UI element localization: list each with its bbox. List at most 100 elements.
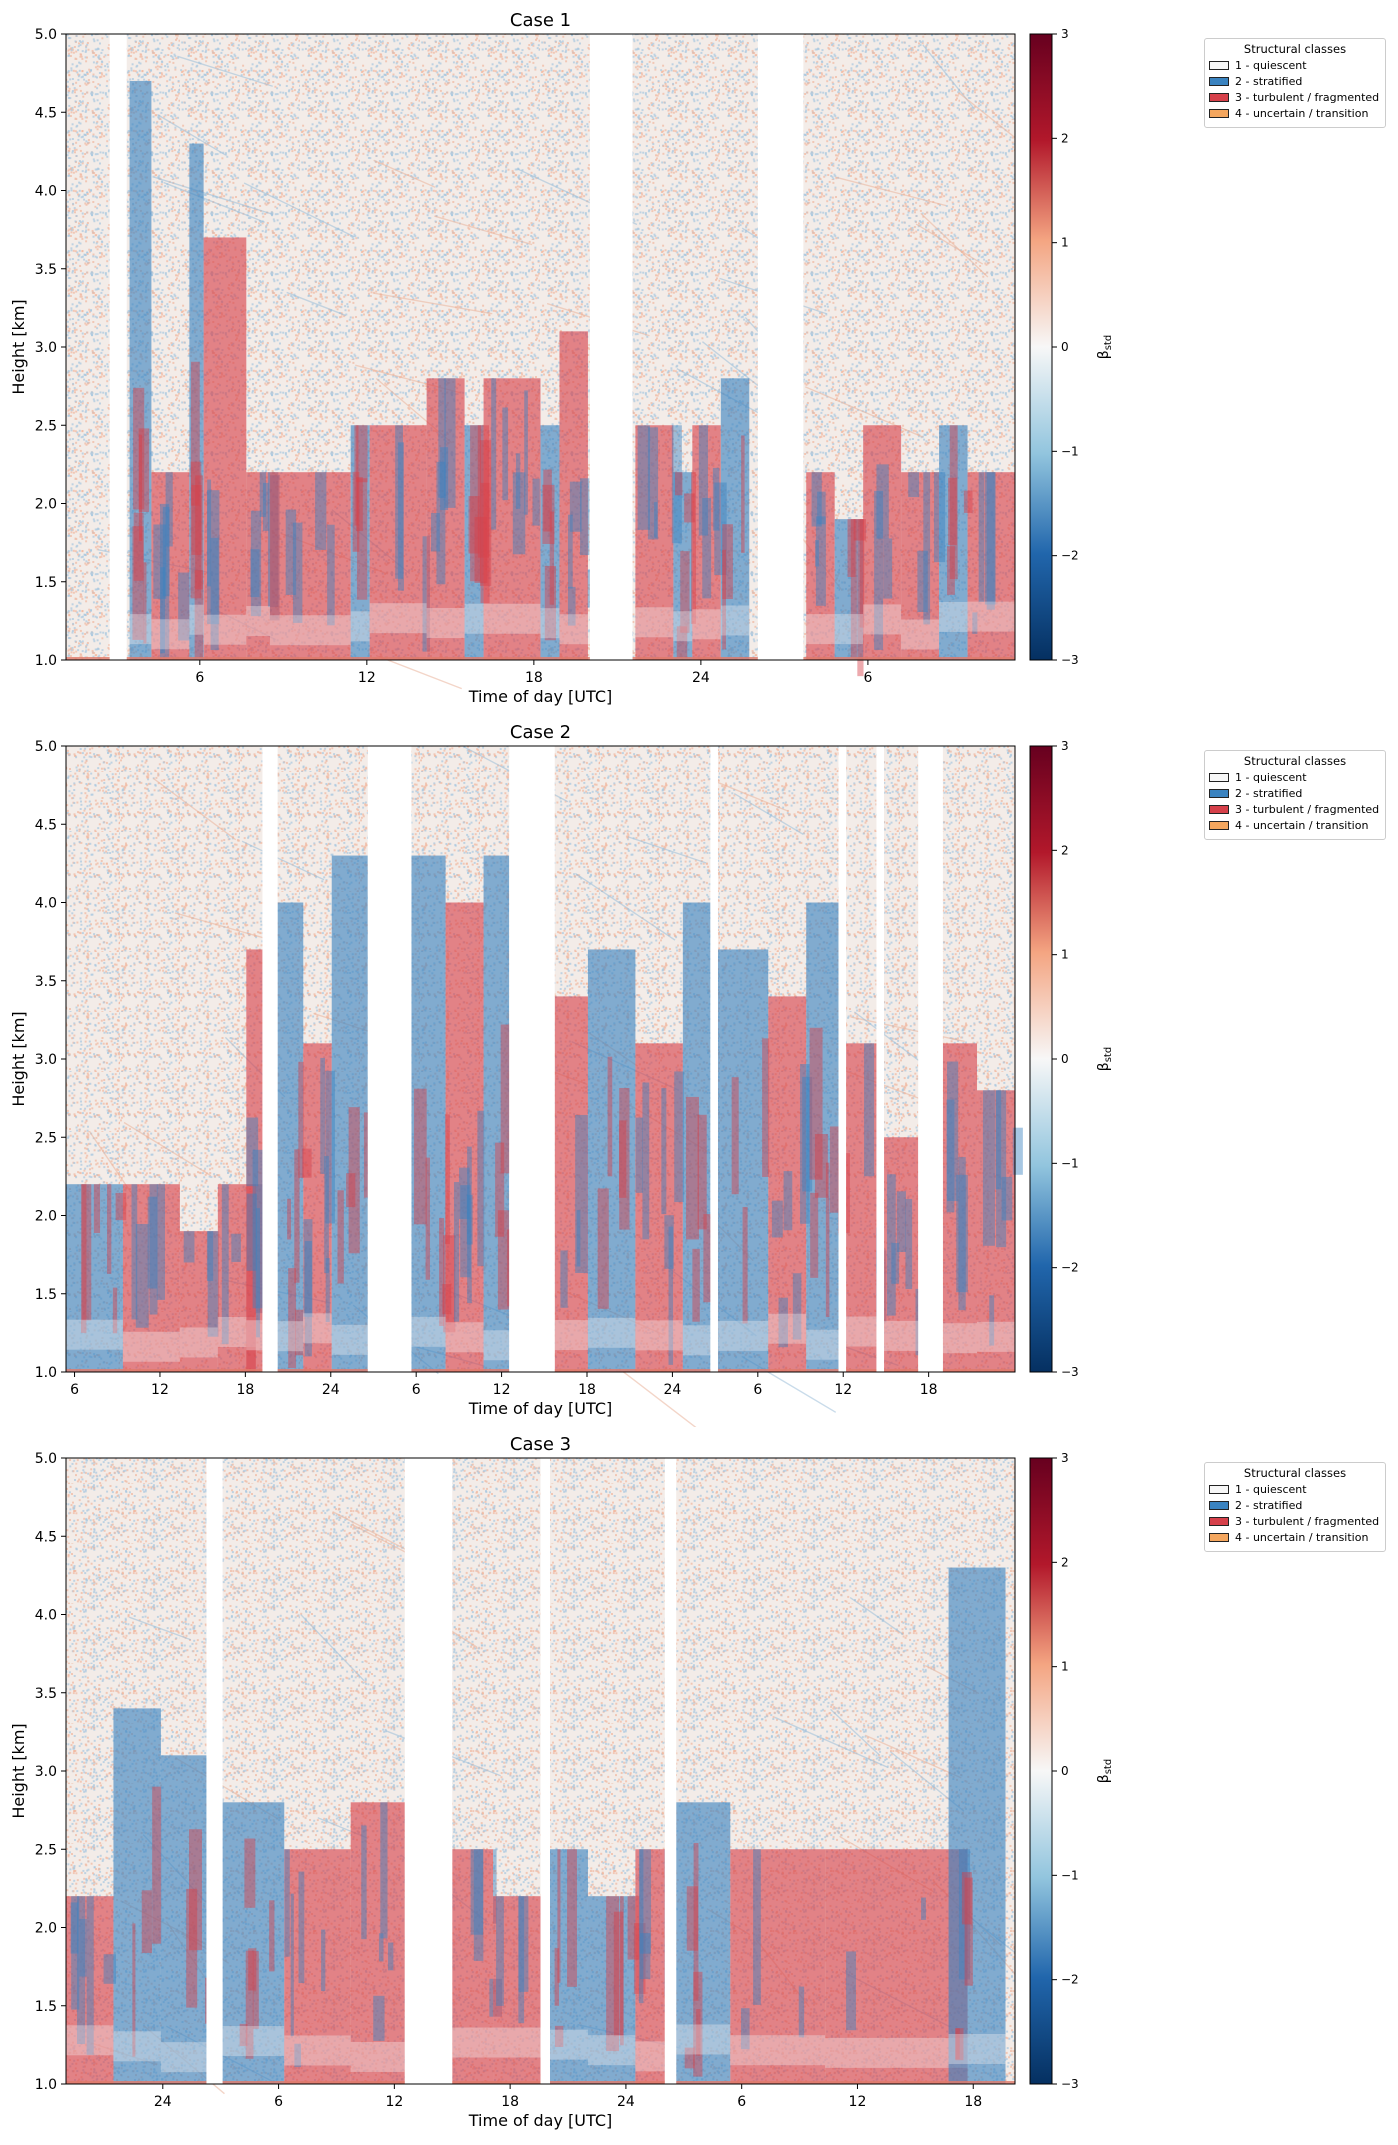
surface-layer	[549, 2029, 588, 2060]
data-gap	[589, 34, 633, 660]
class-subsegment	[512, 472, 526, 555]
y-tick-label: 1.0	[35, 653, 57, 669]
class-subsegment	[986, 472, 995, 610]
class-subsegment	[814, 1134, 828, 1198]
x-tick-label: 24	[663, 1382, 681, 1398]
class-segment-9	[587, 1896, 636, 2084]
class-subsegment	[152, 1786, 162, 1944]
class-segment-16	[768, 996, 807, 1372]
class-subsegment	[740, 2008, 750, 2050]
legend-swatch-turbulent	[1209, 804, 1229, 814]
class-subsegment	[115, 1192, 127, 1221]
colorbar	[1029, 1457, 1053, 2085]
surface-layer	[189, 604, 204, 635]
surface-layer	[587, 2035, 636, 2066]
class-subsegment	[183, 1231, 195, 1263]
y-tick-label: 5.0	[35, 739, 57, 755]
legend-swatch-uncertain	[1209, 820, 1229, 830]
class-subsegment	[560, 1250, 568, 1308]
surface-layer	[331, 1324, 368, 1355]
class-segment-4	[284, 1849, 351, 2084]
class-segment-2	[189, 143, 204, 661]
class-segment-5	[270, 472, 351, 660]
class-subsegment	[693, 1971, 703, 2077]
structure-streak	[805, 386, 924, 438]
class-subsegment	[647, 427, 659, 540]
class-subsegment	[676, 626, 688, 659]
class-segment-14	[682, 902, 711, 1372]
class-subsegment	[356, 425, 368, 483]
colorbar-tick-label: −2	[1061, 1973, 1079, 1987]
class-subsegment	[722, 549, 726, 650]
class-subsegment	[473, 1849, 484, 1961]
class-subsegment	[304, 1241, 312, 1357]
structure-streak	[733, 792, 804, 835]
class-subsegment	[380, 1802, 388, 1939]
class-subsegment	[325, 1258, 330, 1323]
colorbar-tick-label: −1	[1061, 444, 1079, 458]
structure-streak	[373, 159, 436, 188]
class-subsegment	[639, 1933, 651, 1979]
colorbar-tick-label: −1	[1061, 1156, 1079, 1170]
structure-streak	[286, 291, 347, 317]
class-segment-16	[720, 378, 750, 660]
structure-streak	[920, 212, 989, 278]
class-subsegment	[149, 1184, 158, 1315]
class-subsegment	[156, 1184, 165, 1300]
legend-swatch-turbulent	[1209, 92, 1229, 102]
colorbar-tick-label: −3	[1061, 1365, 1079, 1379]
surface-layer	[66, 1319, 123, 1350]
class-segment-1	[151, 472, 190, 660]
structure-streak	[300, 1614, 365, 1682]
x-axis-label: Time of day [UTC]	[468, 687, 612, 706]
class-subsegment	[995, 1090, 1002, 1190]
surface-layer	[277, 1321, 304, 1352]
legend-title: Structural classes	[1243, 1466, 1347, 1480]
class-subsegment	[298, 1871, 305, 1983]
class-subsegment	[946, 1099, 955, 1213]
class-segment-3	[203, 237, 247, 660]
surface-layer	[464, 603, 484, 634]
colorbar-tick-label: −3	[1061, 653, 1079, 667]
surface-layer	[129, 614, 152, 645]
x-tick-label: 18	[501, 2094, 519, 2110]
surface-layer	[246, 606, 271, 637]
class-segment-18	[846, 1043, 877, 1372]
class-segment-5	[277, 902, 304, 1372]
class-subsegment	[905, 1198, 913, 1290]
class-subsegment	[908, 472, 919, 498]
x-tick-label: 18	[964, 2094, 982, 2110]
class-subsegment	[194, 570, 204, 658]
y-tick-label: 1.5	[35, 575, 57, 591]
class-subsegment	[817, 491, 826, 525]
legend-case-1: Structural classes 1 - quiescent 2 - str…	[1204, 38, 1386, 128]
class-segment-12	[587, 949, 636, 1372]
class-subsegment	[722, 524, 733, 600]
surface-layer	[846, 1316, 877, 1347]
x-tick-label: 12	[493, 1382, 511, 1398]
class-subsegment	[132, 1923, 136, 2057]
surface-layer	[270, 615, 351, 646]
x-tick-label: 12	[385, 2094, 403, 2110]
class-subsegment	[207, 1231, 219, 1337]
y-axis-label: Height [km]	[9, 1011, 28, 1106]
class-segment-8	[411, 855, 446, 1372]
surface-layer	[350, 611, 370, 642]
surface-layer	[203, 614, 247, 645]
structure-streak	[163, 181, 265, 223]
legend-item-turbulent: 3 - turbulent / fragmented	[1205, 1513, 1385, 1529]
class-subsegment	[674, 472, 683, 496]
legend-label: 1 - quiescent	[1235, 1482, 1307, 1496]
surface-layer	[426, 608, 465, 639]
class-subsegment	[567, 586, 576, 626]
plot-case-1: Case 1 1.0 1.5 2.0 2.5 3.0 3.5 4.0 4.5 5.0 Height …	[9, 10, 1114, 706]
class-subsegment	[206, 1231, 214, 1281]
class-subsegment	[245, 1950, 254, 2059]
class-subsegment	[635, 1117, 643, 1193]
class-subsegment	[93, 1184, 101, 1234]
colorbar-tick-label: −3	[1061, 2077, 1079, 2091]
class-segment-11	[540, 425, 560, 660]
data-gap	[757, 34, 804, 660]
class-subsegment	[294, 2043, 302, 2068]
legend-swatch-stratified	[1209, 76, 1229, 86]
